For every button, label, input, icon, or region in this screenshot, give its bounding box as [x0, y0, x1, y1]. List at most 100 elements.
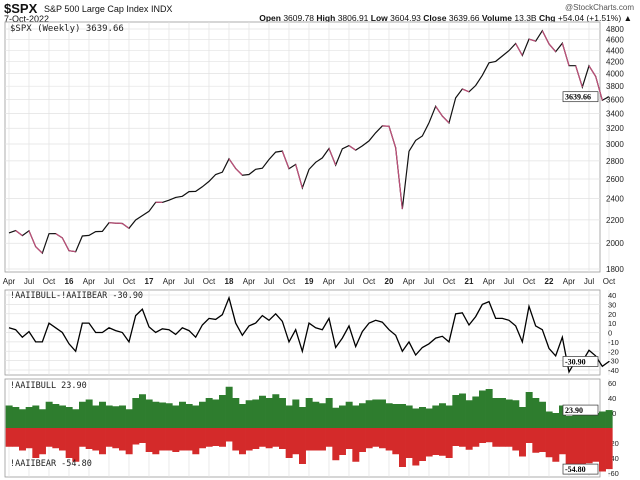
bear-bar: [465, 428, 473, 450]
x-tick-label: Apr: [163, 277, 176, 286]
bear-bar: [45, 428, 53, 447]
bull-bar: [352, 405, 360, 428]
bull-bar: [199, 401, 206, 428]
bull-bar: [205, 398, 213, 428]
bull-bar: [565, 416, 573, 428]
symbol: $SPX: [4, 1, 38, 16]
bull-bar: [305, 398, 313, 428]
x-tick-label: Jul: [104, 277, 114, 286]
bear-bar: [245, 428, 253, 451]
index-name: S&P 500 Large Cap Index: [44, 4, 149, 14]
bear-bar: [492, 428, 500, 447]
spread-last-value-box: [562, 356, 599, 367]
ohlc-summary: Open 3609.78 High 3806.91 Low 3604.93 Cl…: [259, 13, 632, 23]
y-tick-label: 4800: [606, 25, 624, 34]
bull-bar: [219, 395, 226, 428]
spread-last-value: -30.90: [565, 357, 586, 366]
bear-bar: [332, 428, 340, 461]
bull-bar: [532, 398, 540, 428]
bear-bar: [159, 428, 166, 451]
bull-bar: [479, 390, 486, 428]
x-tick-label: Apr: [403, 277, 416, 286]
spx-last-value-box: [562, 91, 599, 103]
bull-bar: [319, 403, 326, 428]
chg-value: +54.04 (+1.51%): [557, 13, 622, 23]
bull-bar: [312, 401, 320, 428]
y-tick-label: 2800: [606, 157, 624, 166]
x-tick-label: 18: [225, 277, 234, 286]
spx-down-segment: [61, 237, 70, 251]
bull-bar: [432, 405, 440, 428]
x-tick-label: 17: [145, 277, 154, 286]
bull-bar: [492, 398, 500, 428]
bear-bar: [225, 428, 233, 442]
bear-bar: [405, 428, 413, 458]
bear-bar: [5, 428, 13, 447]
bull-bar: [179, 401, 186, 428]
x-tick-label: 21: [465, 277, 474, 286]
bull-bar: [32, 405, 40, 428]
pane1-title: $SPX (Weekly) 3639.66: [10, 24, 124, 34]
x-tick-label: Oct: [203, 277, 216, 286]
bear-bar: [532, 428, 540, 453]
bull-bar: [592, 413, 600, 428]
bear-bar: [72, 428, 80, 462]
bull-bar: [512, 400, 520, 428]
bear-bar: [485, 428, 493, 443]
bull-bar: [112, 406, 120, 428]
bear-bar: [99, 428, 106, 455]
bull-bar: [232, 398, 240, 428]
spx-down-segment: [348, 145, 357, 151]
bear-bar: [52, 428, 60, 449]
y-tick-label: 2400: [606, 195, 624, 204]
y-tick-label: 4600: [606, 35, 624, 44]
bull-bar: [245, 400, 253, 428]
bear-last-value-box: [562, 463, 599, 475]
bull-bar: [292, 399, 300, 428]
bull-bar: [605, 410, 613, 428]
x-tick-label: 16: [65, 277, 74, 286]
bull-bar: [519, 407, 526, 428]
pane2-title: !AAIIBULL-!AAIIBEAR -30.90: [10, 291, 143, 301]
bull-bar: [499, 398, 506, 428]
spx-down-segment: [228, 158, 237, 169]
x-tick-label: Jul: [264, 277, 274, 286]
low-value: 3604.93: [390, 13, 421, 23]
y-tick-label: -20: [608, 347, 619, 356]
pane3-bull-title: !AAIIBULL 23.90: [10, 381, 87, 391]
bull-bar: [5, 405, 13, 428]
chart-date: 7-Oct-2022: [4, 14, 50, 24]
bear-bar: [559, 428, 566, 455]
bear-bar: [119, 428, 126, 451]
x-tick-label: Jul: [424, 277, 434, 286]
bull-bar: [405, 405, 413, 428]
y-tick-label: -30: [608, 357, 619, 366]
bull-bar: [159, 402, 166, 428]
x-tick-label: Jul: [504, 277, 514, 286]
bear-bar: [359, 428, 366, 452]
bull-bar: [85, 399, 93, 428]
bull-bar: [392, 404, 400, 428]
bear-bar: [519, 428, 526, 457]
bull-bar: [559, 405, 566, 428]
bear-bar: [592, 428, 600, 462]
bull-bar: [12, 407, 20, 428]
x-tick-label: Oct: [283, 277, 296, 286]
y-tick-label: 0: [608, 329, 612, 338]
bear-bar: [372, 428, 380, 447]
y-tick-label: 2600: [606, 175, 624, 184]
bear-bar: [252, 428, 260, 449]
bear-bar: [552, 428, 560, 462]
bear-bar: [179, 428, 186, 451]
bull-bar: [119, 405, 126, 428]
bear-bar: [59, 428, 66, 451]
x-tick-label: 22: [545, 277, 554, 286]
high-label: High: [316, 13, 336, 23]
instrument-name: S&P 500 Large Cap Index INDX: [44, 4, 172, 14]
bear-bar: [425, 428, 433, 457]
spx-down-segment: [528, 38, 536, 42]
bear-bar: [305, 428, 313, 451]
bull-bar: [45, 401, 53, 428]
y-tick-label: 30: [608, 300, 616, 309]
bear-bar: [525, 428, 533, 443]
